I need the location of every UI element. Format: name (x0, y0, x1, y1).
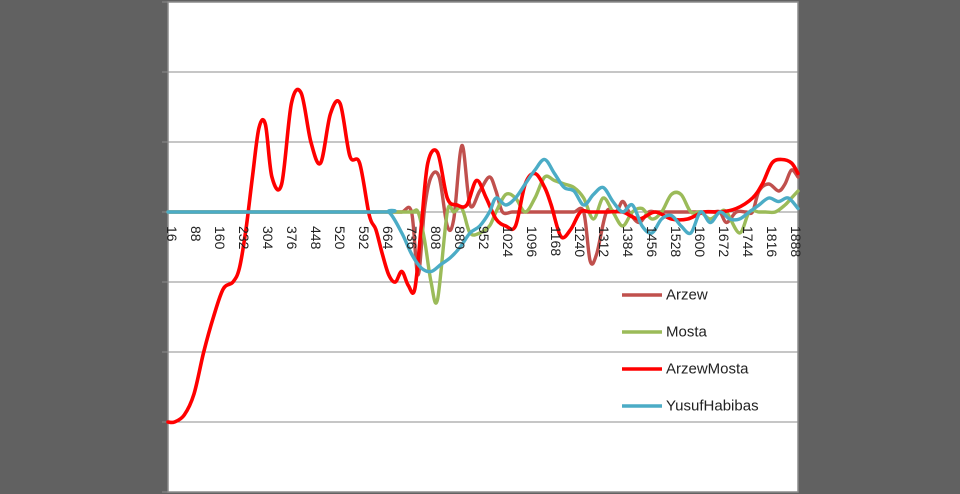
x-tick-labels: 16 88 160 232 304 376 448 520 592 664 736 808 880 952… (164, 226, 804, 257)
plot-area (167, 1, 799, 493)
series-line-yusufhabibas (166, 157, 800, 274)
legend-label-arzew: Arzew (666, 287, 708, 304)
x-tick-label: 1096 (524, 226, 540, 257)
series-lines (166, 87, 800, 425)
x-tick-label: 160 (212, 226, 228, 250)
x-tick-label: 952 (476, 226, 492, 250)
x-tick-label: 376 (284, 226, 300, 250)
x-tick-label: 808 (428, 226, 444, 250)
legend-label-mosta: Mosta (666, 324, 708, 341)
x-tick-label: 592 (356, 226, 372, 250)
series-line-arzewmosta (166, 87, 800, 425)
series-line-arzew (166, 143, 800, 277)
x-tick-label: 1528 (668, 226, 684, 257)
x-tick-label: 1600 (692, 226, 708, 257)
x-tick-label: 1168 (548, 226, 564, 256)
x-tick-label: 448 (308, 226, 324, 250)
x-tick-label: 520 (332, 226, 348, 250)
x-tick-label: 736 (404, 226, 420, 250)
x-tick-label: 16 (164, 226, 180, 242)
x-tick-label: 1240 (572, 226, 588, 257)
x-tick-label: 1384 (620, 226, 636, 257)
x-tick-label: 664 (380, 226, 396, 250)
x-tick-label: 88 (188, 226, 204, 242)
x-tick-label: 1456 (644, 226, 660, 257)
legend-label-yusufhabibas: YusufHabibas (666, 398, 759, 415)
x-tick-label: 232 (236, 226, 252, 250)
x-tick-label: 1024 (500, 226, 516, 257)
x-tick-label: 880 (452, 226, 468, 250)
x-tick-label: 1888 (788, 226, 804, 257)
x-tick-label: 1312 (596, 226, 612, 257)
x-tick-label: 1816 (764, 226, 780, 257)
legend-label-arzewmosta: ArzewMosta (666, 361, 749, 378)
x-tick-label: 1744 (740, 226, 756, 257)
x-tick-label: 1672 (716, 226, 732, 257)
x-tick-label: 304 (260, 226, 276, 250)
